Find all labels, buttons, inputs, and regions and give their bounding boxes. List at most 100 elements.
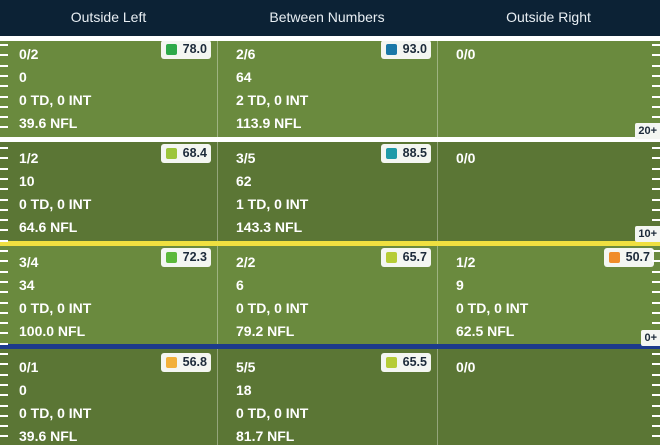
completions-text: 0/0 bbox=[456, 150, 476, 166]
completions-text: 3/5 bbox=[236, 150, 256, 166]
hash-mark bbox=[0, 44, 8, 46]
grade-value: 93.0 bbox=[402, 42, 427, 56]
rating-text: 39.6 NFL bbox=[19, 428, 78, 444]
hash-mark bbox=[0, 198, 8, 201]
grade-value: 72.3 bbox=[182, 250, 207, 264]
line-of-scrimmage bbox=[0, 344, 660, 349]
completions-text: 0/0 bbox=[456, 359, 476, 375]
hash-mark bbox=[652, 95, 660, 98]
hash-mark bbox=[652, 167, 660, 170]
column-divider bbox=[437, 349, 438, 445]
td-int-text: 0 TD, 0 INT bbox=[236, 300, 309, 316]
column-divider bbox=[437, 244, 438, 349]
hash-mark bbox=[652, 322, 660, 325]
hash-mark bbox=[652, 85, 660, 88]
zone-row: 0/2 0 0 TD, 0 INT 39.6 NFL 78.0 2/6 64 2 TD, 0 … bbox=[0, 36, 660, 140]
zone-cell[interactable]: 0/1 0 0 TD, 0 INT 39.6 NFL 56.8 bbox=[0, 349, 217, 445]
hash-mark bbox=[0, 85, 8, 88]
hash-mark bbox=[0, 250, 8, 252]
grade-value: 50.7 bbox=[625, 250, 650, 264]
zone-header: Outside Left Between Numbers Outside Rig… bbox=[0, 0, 660, 36]
rating-text: 39.6 NFL bbox=[19, 115, 78, 131]
rating-text: 79.2 NFL bbox=[236, 323, 295, 339]
rating-text: 100.0 NFL bbox=[19, 323, 86, 339]
column-divider bbox=[437, 140, 438, 244]
hash-mark bbox=[0, 260, 8, 263]
hash-mark bbox=[652, 280, 660, 283]
td-int-text: 0 TD, 0 INT bbox=[19, 196, 92, 212]
hash-mark bbox=[652, 291, 660, 294]
hash-mark bbox=[652, 188, 660, 191]
yard-marker-label: 20+ bbox=[635, 123, 660, 139]
column-divider bbox=[437, 36, 438, 140]
yards-text: 10 bbox=[19, 173, 35, 189]
hash-mark bbox=[0, 105, 8, 108]
zone-cell[interactable]: 2/2 6 0 TD, 0 INT 79.2 NFL 65.7 bbox=[217, 244, 437, 349]
td-int-text: 0 TD, 0 INT bbox=[19, 92, 92, 108]
zone-row: 1/2 10 0 TD, 0 INT 64.6 NFL 68.4 3/5 62 1 TD, 0… bbox=[0, 140, 660, 244]
hash-mark bbox=[652, 54, 660, 57]
zone-cell[interactable]: 5/5 18 0 TD, 0 INT 81.7 NFL 65.5 bbox=[217, 349, 437, 445]
yard-line bbox=[0, 137, 660, 142]
hash-mark bbox=[652, 250, 660, 252]
hash-mark bbox=[0, 74, 8, 77]
hash-mark bbox=[652, 311, 660, 314]
completions-text: 1/2 bbox=[456, 254, 476, 270]
hash-mark bbox=[0, 188, 8, 191]
yards-text: 18 bbox=[236, 382, 252, 398]
yards-text: 64 bbox=[236, 69, 252, 85]
zone-cell[interactable]: 1/2 10 0 TD, 0 INT 64.6 NFL 68.4 bbox=[0, 140, 217, 244]
grade-color-swatch bbox=[165, 252, 177, 263]
zone-cell[interactable]: 1/2 9 0 TD, 0 INT 62.5 NFL 50.7 bbox=[437, 244, 660, 349]
rating-text: 143.3 NFL bbox=[236, 219, 303, 235]
td-int-text: 2 TD, 0 INT bbox=[236, 92, 309, 108]
grade-color-swatch bbox=[165, 357, 177, 368]
hash-mark bbox=[652, 394, 660, 397]
zone-cell[interactable]: 0/0 bbox=[437, 36, 660, 140]
grade-badge: 68.4 bbox=[160, 144, 211, 163]
grade-badge: 56.8 bbox=[160, 353, 211, 372]
column-divider bbox=[217, 244, 218, 349]
td-int-text: 1 TD, 0 INT bbox=[236, 196, 309, 212]
yards-text: 34 bbox=[19, 277, 35, 293]
hash-mark bbox=[652, 383, 660, 386]
hash-mark bbox=[0, 239, 8, 242]
hash-mark bbox=[652, 435, 660, 438]
grade-badge: 78.0 bbox=[160, 40, 211, 59]
yards-text: 6 bbox=[236, 277, 244, 293]
completions-text: 0/2 bbox=[19, 46, 39, 62]
zone-cell[interactable]: 2/6 64 2 TD, 0 INT 113.9 NFL 93.0 bbox=[217, 36, 437, 140]
completions-text: 3/4 bbox=[19, 254, 39, 270]
hash-mark bbox=[652, 64, 660, 67]
yards-text: 9 bbox=[456, 277, 464, 293]
hash-mark bbox=[652, 404, 660, 407]
hash-mark bbox=[0, 219, 8, 222]
zone-cell[interactable]: 0/0 bbox=[437, 140, 660, 244]
grade-badge: 65.5 bbox=[380, 353, 431, 372]
grade-color-swatch bbox=[608, 252, 620, 263]
hash-mark bbox=[0, 126, 8, 129]
header-outside-right: Outside Right bbox=[506, 9, 591, 25]
zone-cell[interactable]: 3/5 62 1 TD, 0 INT 143.3 NFL 88.5 bbox=[217, 140, 437, 244]
rating-text: 64.6 NFL bbox=[19, 219, 78, 235]
hash-mark bbox=[0, 64, 8, 67]
hash-mark bbox=[652, 157, 660, 160]
hash-mark bbox=[652, 208, 660, 211]
hash-mark bbox=[652, 74, 660, 77]
completions-text: 2/2 bbox=[236, 254, 256, 270]
zone-cell[interactable]: 0/0 bbox=[437, 349, 660, 445]
grade-badge: 65.7 bbox=[380, 248, 431, 267]
yard-line bbox=[0, 36, 660, 41]
grade-color-swatch bbox=[165, 148, 177, 159]
grade-badge: 88.5 bbox=[380, 144, 431, 163]
zone-cell[interactable]: 0/2 0 0 TD, 0 INT 39.6 NFL 78.0 bbox=[0, 36, 217, 140]
grade-value: 68.4 bbox=[182, 146, 207, 160]
grade-color-swatch bbox=[385, 252, 397, 263]
hash-mark bbox=[652, 414, 660, 417]
hash-mark bbox=[0, 301, 8, 304]
hash-mark bbox=[0, 280, 8, 283]
zone-cell[interactable]: 3/4 34 0 TD, 0 INT 100.0 NFL 72.3 bbox=[0, 244, 217, 349]
grade-badge: 50.7 bbox=[603, 248, 654, 267]
grade-value: 56.8 bbox=[182, 355, 207, 369]
hash-mark bbox=[652, 147, 660, 149]
